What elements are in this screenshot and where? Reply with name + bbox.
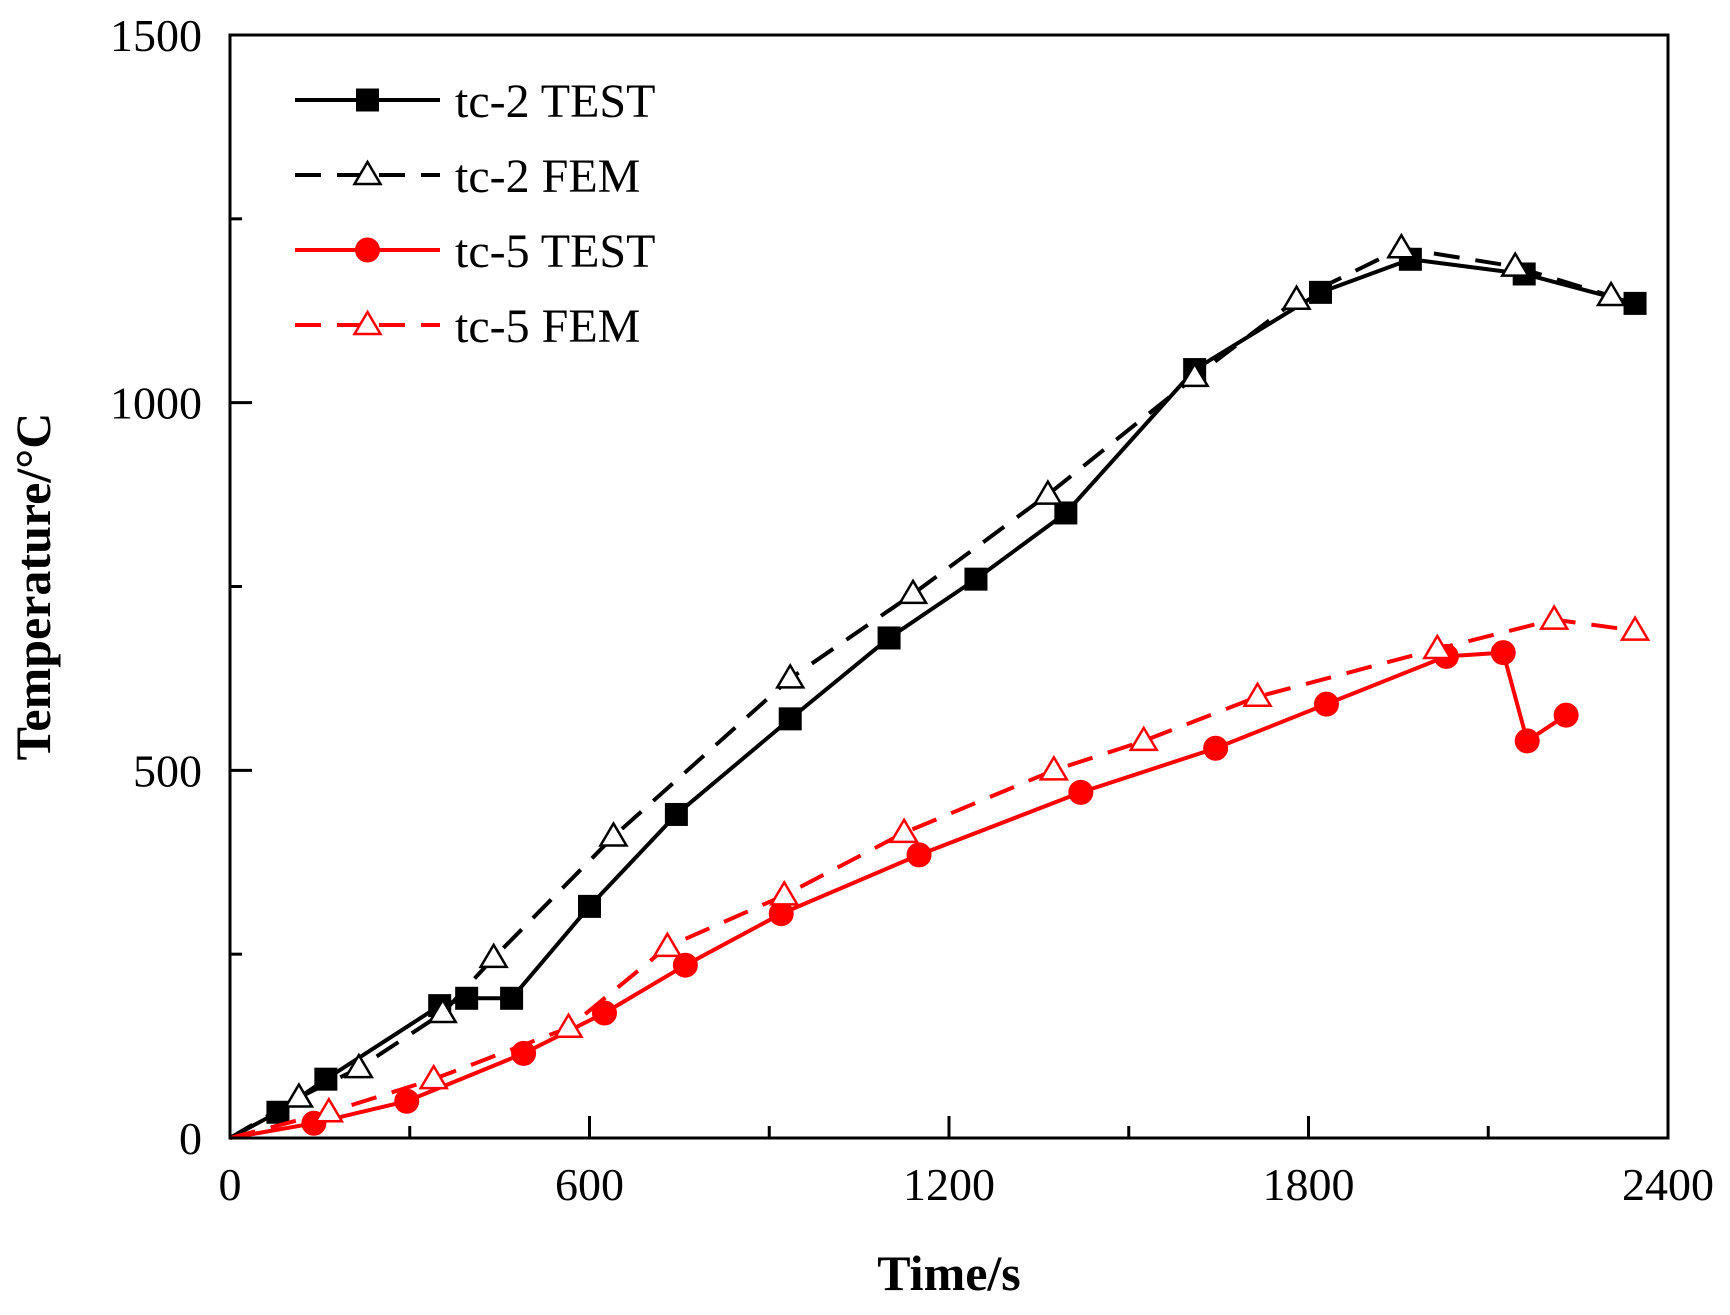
data-point [775,662,806,689]
data-point [1490,640,1516,666]
data-point [1281,284,1312,310]
x-tick-label: 600 [555,1159,624,1210]
x-tick-label: 1200 [903,1159,995,1210]
data-point [1595,280,1627,307]
data-point [591,1000,617,1026]
series-tc-5-test [229,640,1579,1140]
legend-marker [352,309,383,336]
data-point [553,1012,584,1038]
data-point [672,952,698,978]
data-point [1203,735,1229,761]
data-point [427,997,458,1024]
data-point [906,842,932,868]
data-point [877,626,901,650]
data-point [664,802,688,826]
data-point [343,1052,375,1079]
series-line [228,246,1612,1140]
data-point [478,942,509,969]
y-tick-label: 0 [179,1113,202,1164]
data-point [1313,691,1339,717]
data-point [1386,232,1417,259]
data-point [778,707,802,731]
legend-marker [356,88,379,112]
data-point [1128,725,1159,752]
series-tc-5-fem [229,604,1651,1140]
data-point [1514,728,1540,754]
plot-frame [228,33,1670,1140]
data-point [578,894,601,918]
x-tick-label: 0 [219,1159,242,1210]
data-point [769,879,800,906]
legend-entry: tc-5 FEM [295,300,640,353]
x-axis-title: Time/s [877,1245,1021,1301]
data-point [418,1063,449,1090]
data-point [1242,681,1273,708]
legend-entry: tc-2 TEST [295,75,655,128]
data-point [1538,604,1570,630]
legend-entry: tc-2 FEM [295,150,640,203]
data-point [964,567,988,591]
data-point [1422,633,1453,660]
data-point [1623,291,1647,315]
data-point [283,1082,315,1108]
y-tick-label: 1000 [110,378,202,429]
data-point [1179,361,1210,388]
series-line [229,650,1568,1140]
data-point [313,1096,345,1123]
legend-label: tc-2 FEM [455,150,640,203]
data-point [888,817,920,844]
data-point [1032,479,1064,505]
data-point [1054,501,1078,525]
legend-label: tc-5 FEM [455,300,640,353]
legend-label: tc-5 TEST [455,225,655,278]
y-axis-title: Temperature/°C [5,413,61,761]
legend-label: tc-2 TEST [455,75,655,128]
data-point [1038,754,1070,781]
y-tick-label: 1500 [110,10,202,61]
series-line [229,617,1636,1140]
x-tick-label: 2400 [1622,1159,1714,1210]
plot-area [228,232,1651,1140]
legend: tc-2 TEST tc-2 FEM tc-5 TEST tc-5 FEM [295,75,655,353]
data-point [897,578,929,605]
data-point [652,931,683,958]
data-point [598,821,629,847]
data-point [1553,702,1579,728]
legend-marker [352,159,383,186]
data-point [1500,251,1531,277]
legend-marker [355,237,380,263]
data-point [1619,615,1651,641]
series-tc-2-fem [228,232,1627,1140]
legend-entry: tc-5 TEST [295,225,655,278]
data-point [394,1088,420,1114]
axes: 0 600 1200 1800 2400 0 500 1000 1500 [110,10,1714,1210]
y-tick-label: 500 [133,745,202,796]
x-tick-label: 1800 [1263,1159,1355,1210]
data-point [314,1067,338,1091]
data-point [500,986,524,1010]
data-point [1068,779,1094,805]
